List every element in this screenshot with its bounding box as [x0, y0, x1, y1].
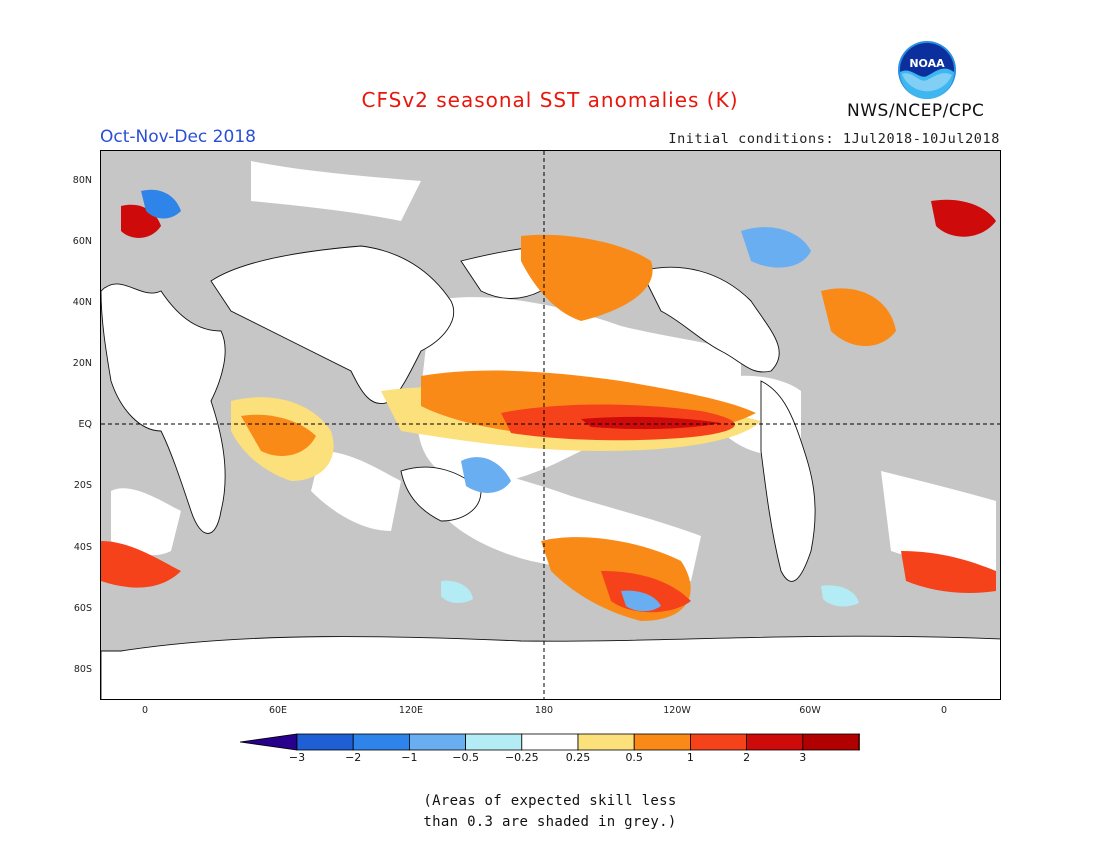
- colorbar-cell: [408, 733, 466, 751]
- colorbar-cell: [689, 733, 747, 751]
- x-tick: 0: [141, 705, 149, 716]
- colorbar-min-arrow: [240, 733, 298, 751]
- colorbar-tick-label: −0.25: [504, 751, 539, 764]
- y-tick: 40S: [73, 542, 92, 553]
- cool-anomalies: [141, 189, 859, 612]
- note-line: (Areas of expected skill less: [423, 793, 677, 809]
- colorbar-max-arrow: [858, 733, 860, 751]
- x-tick: 180: [534, 705, 554, 716]
- initial-conditions: Initial conditions: 1Jul2018-10Jul2018: [668, 131, 1000, 147]
- y-tick: 80S: [73, 664, 92, 675]
- note-line: than 0.3 are shaded in grey.): [423, 814, 677, 830]
- x-tick: 120W: [663, 705, 691, 716]
- colorbar-cell: [352, 733, 410, 751]
- season-label: Oct-Nov-Dec 2018: [100, 127, 256, 147]
- colorbar-cell: [802, 733, 860, 751]
- y-tick: 80N: [72, 175, 92, 186]
- colorbar-tick-label: 0.25: [565, 751, 591, 764]
- colorbar-tick-label: −3: [288, 751, 306, 764]
- organization-label: NWS/NCEP/CPC: [847, 101, 985, 121]
- colorbar-tick-label: −2: [345, 751, 362, 764]
- y-tick: 60N: [72, 236, 92, 247]
- colorbar: [240, 733, 860, 751]
- colorbar-cell: [577, 733, 635, 751]
- y-tick: 60S: [73, 603, 92, 614]
- colorbar-tick-label: 0.5: [625, 751, 643, 764]
- x-tick: 120E: [398, 705, 424, 716]
- x-tick: 0: [940, 705, 948, 716]
- colorbar-cell: [465, 733, 523, 751]
- colorbar-cell: [296, 733, 354, 751]
- skill-note: (Areas of expected skill less than 0.3 a…: [0, 791, 1100, 833]
- y-tick: EQ: [78, 419, 92, 430]
- colorbar-tick-label: 1: [686, 751, 694, 764]
- sst-anomaly-map: [100, 150, 1001, 700]
- colorbar-cell: [746, 733, 804, 751]
- y-tick: 20S: [73, 480, 92, 491]
- continents: [101, 244, 1000, 699]
- colorbar-tick-label: −0.5: [452, 751, 479, 764]
- x-tick: 60W: [799, 705, 821, 716]
- y-tick: 40N: [72, 297, 92, 308]
- logo-text: NOAA: [909, 57, 945, 70]
- chart-title: CFSv2 seasonal SST anomalies (K): [361, 88, 739, 112]
- colorbar-tick-label: 3: [799, 751, 807, 764]
- y-tick: 20N: [72, 358, 92, 369]
- colorbar-cell: [521, 733, 579, 751]
- x-tick: 60E: [268, 705, 288, 716]
- map-canvas: [101, 151, 1000, 699]
- colorbar-cell: [633, 733, 691, 751]
- colorbar-tick-label: −1: [401, 751, 418, 764]
- colorbar-tick-label: 2: [743, 751, 751, 764]
- noaa-logo: NOAA: [898, 41, 956, 99]
